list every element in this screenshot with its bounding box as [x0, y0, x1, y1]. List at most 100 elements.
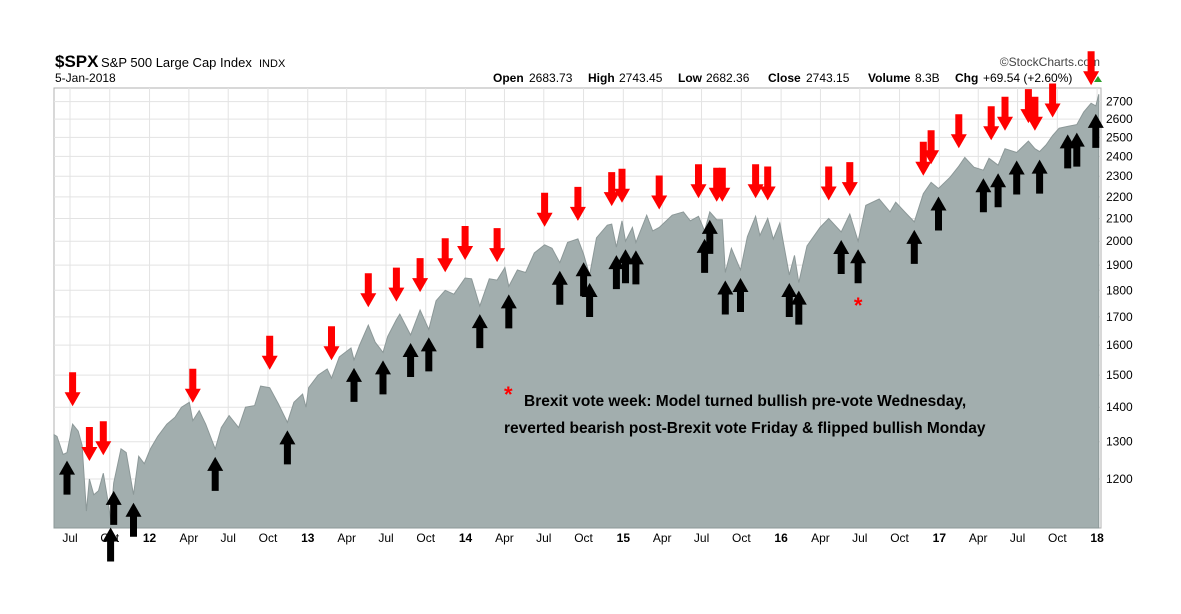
buy-signal-arrow: [551, 270, 568, 305]
price-area: [53, 94, 1100, 529]
sell-signal-arrow: [95, 421, 112, 456]
sell-signal-arrow: [983, 106, 1000, 141]
buy-signal-arrow: [102, 527, 119, 562]
sell-signal-arrow: [841, 162, 858, 197]
brand-label: ©StockCharts.com: [1000, 55, 1100, 69]
annotation-line-1: Brexit vote week: Model turned bullish p…: [524, 393, 966, 410]
buy-signal-arrow: [1031, 159, 1048, 194]
buy-signal-arrow: [402, 343, 419, 377]
buy-signal-arrow: [790, 290, 807, 325]
y-tick-label: 1900: [1106, 258, 1133, 272]
sell-signal-arrow: [64, 372, 81, 407]
date-label: 5-Jan-2018: [55, 71, 116, 85]
y-tick-label: 2300: [1106, 169, 1133, 183]
buy-signal-arrow: [420, 337, 437, 372]
x-tick-label: Oct: [890, 531, 909, 545]
sell-signal-arrow: [759, 166, 776, 201]
x-tick-label: Jul: [221, 531, 236, 545]
buy-signal-arrow: [781, 283, 798, 317]
low-value: 2682.36: [706, 71, 750, 85]
buy-signal-arrow: [105, 490, 122, 525]
y-tick-label: 2100: [1106, 212, 1133, 226]
buy-signal-arrow: [471, 314, 488, 349]
sell-signal-arrow: [1083, 51, 1100, 86]
sell-signal-arrow: [457, 226, 474, 260]
sell-signal-arrow: [388, 267, 405, 302]
sell-signal-arrow: [323, 326, 340, 361]
x-tick-label: 17: [933, 531, 947, 545]
buy-signal-arrow: [627, 250, 644, 285]
buy-signal-arrow: [125, 502, 142, 537]
y-tick-label: 2400: [1106, 149, 1133, 163]
y-tick-label: 1200: [1106, 472, 1133, 486]
annotation-asterisk: *: [504, 382, 513, 407]
buy-signal-arrow: [279, 430, 296, 465]
x-tick-label: Jul: [378, 531, 393, 545]
sell-signal-arrow: [1044, 83, 1061, 118]
open-value: 2683.73: [529, 71, 573, 85]
x-tick-label: 14: [459, 531, 473, 545]
sell-signal-arrow: [690, 164, 707, 199]
buy-signal-arrow: [717, 280, 734, 315]
sell-signal-arrow: [614, 168, 630, 203]
x-tick-label: 13: [301, 531, 315, 545]
x-tick-label: Oct: [416, 531, 435, 545]
y-tick-label: 1800: [1106, 283, 1133, 297]
x-tick-label: Apr: [180, 531, 199, 545]
sell-signal-arrow: [747, 164, 764, 199]
sell-signal-arrow: [1026, 96, 1043, 131]
sell-signal-arrow: [569, 186, 586, 221]
open-label: Open: [493, 71, 524, 85]
buy-signal-arrow: [346, 367, 362, 402]
buy-signal-arrow: [1008, 160, 1025, 195]
volume-label: Volume: [868, 71, 911, 85]
x-tick-label: Oct: [1048, 531, 1067, 545]
sell-signal-arrow: [915, 141, 932, 176]
x-tick-label: Oct: [732, 531, 751, 545]
buy-signal-arrow: [975, 178, 992, 213]
buy-signal-arrow: [990, 173, 1007, 208]
x-axis-ticks: Jul Oct 12 Apr Jul Oct 13 Apr Jul Oct 14 Apr Jul Oct 1…: [62, 531, 1104, 545]
x-tick-label: Apr: [969, 531, 988, 545]
buy-signal-arrow: [581, 283, 598, 317]
y-tick-label: 2500: [1106, 130, 1133, 144]
x-tick-label: 12: [143, 531, 157, 545]
y-tick-label: 1600: [1106, 338, 1133, 352]
chg-label: Chg: [955, 71, 978, 85]
y-tick-label: 1500: [1106, 368, 1133, 382]
sell-signal-arrow: [997, 96, 1013, 131]
y-tick-label: 1400: [1106, 400, 1133, 414]
up-triangle-icon: [1094, 76, 1102, 82]
buy-signal-arrow: [500, 294, 517, 329]
price-area-layer: [53, 94, 1100, 529]
high-value: 2743.45: [619, 71, 663, 85]
sell-signal-arrow: [603, 172, 620, 207]
brexit-marker: *: [854, 293, 863, 318]
sell-signal-arrow: [820, 166, 837, 201]
index-name: S&P 500 Large Cap Index: [101, 55, 252, 70]
buy-signal-arrow: [930, 196, 947, 231]
x-tick-label: Jul: [852, 531, 867, 545]
y-tick-label: 2600: [1106, 112, 1133, 126]
annotation-line-2: reverted bearish post-Brexit vote Friday…: [504, 420, 986, 437]
sell-signal-arrow: [81, 427, 98, 461]
x-tick-label: 18: [1090, 531, 1104, 545]
y-tick-label: 1300: [1106, 435, 1133, 449]
y-tick-label: 2700: [1106, 95, 1133, 109]
signal-arrows-layer: [59, 51, 1104, 562]
y-tick-label: 2000: [1106, 234, 1133, 248]
x-tick-label: Apr: [337, 531, 356, 545]
buy-signal-arrow: [732, 278, 749, 312]
volume-value: 8.3B: [915, 71, 940, 85]
sell-signal-arrow: [437, 238, 454, 273]
buy-signal-arrow: [906, 229, 923, 264]
x-tick-label: Oct: [259, 531, 278, 545]
x-tick-label: Jul: [694, 531, 709, 545]
buy-signal-arrow: [1087, 113, 1104, 148]
symbol-label: $SPX: [55, 52, 99, 71]
x-tick-label: Oct: [574, 531, 593, 545]
sell-signal-arrow: [412, 258, 429, 293]
x-tick-label: Apr: [653, 531, 672, 545]
